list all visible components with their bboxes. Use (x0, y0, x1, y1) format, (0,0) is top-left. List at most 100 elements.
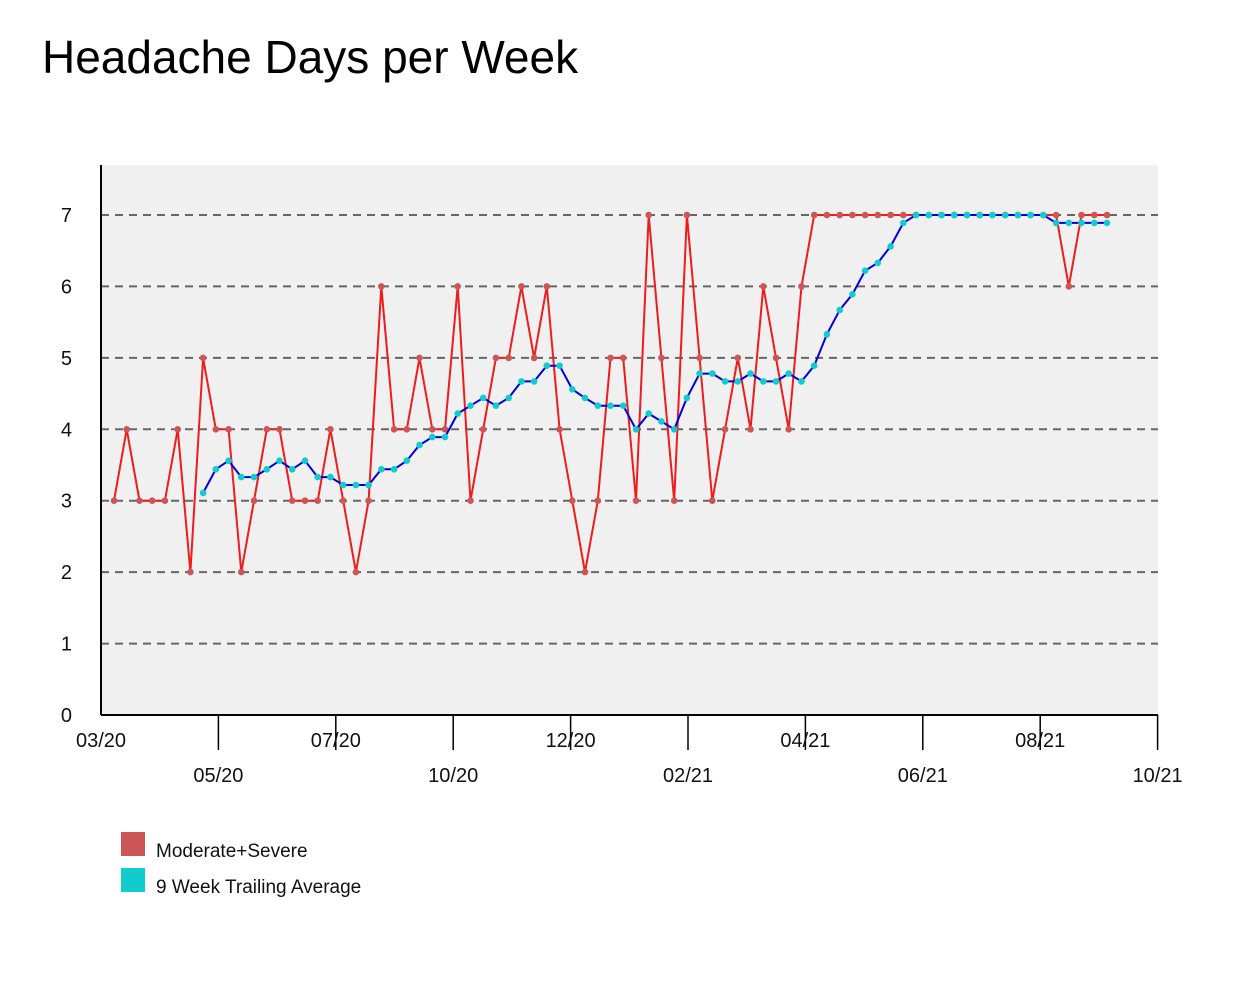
x-tick-label: 03/20 (76, 730, 126, 752)
data-point-trailing-average (263, 466, 271, 473)
data-point-moderate-severe (785, 426, 792, 433)
data-point-moderate-severe (1065, 283, 1073, 290)
legend-label-trailing-average: 9 Week Trailing Average (156, 877, 361, 898)
data-point-trailing-average (594, 402, 602, 410)
legend: Moderate+Severe 9 Week Trailing Average (121, 832, 361, 898)
data-point-moderate-severe (594, 497, 602, 505)
data-point-trailing-average (378, 466, 385, 473)
data-point-trailing-average (1040, 211, 1047, 219)
data-point-trailing-average (390, 466, 398, 473)
data-point-trailing-average (365, 481, 372, 489)
data-point-moderate-severe (390, 426, 398, 433)
data-point-trailing-average (339, 481, 347, 489)
y-tick-label: 4 (61, 419, 72, 441)
data-point-trailing-average (658, 418, 665, 425)
data-point-trailing-average (454, 410, 462, 417)
y-tick-label: 2 (61, 562, 72, 584)
data-point-moderate-severe (174, 426, 181, 433)
y-tick-label: 3 (61, 491, 72, 513)
data-point-moderate-severe (696, 354, 703, 362)
data-point-trailing-average (492, 402, 500, 410)
data-point-moderate-severe (505, 354, 512, 362)
legend-swatch-moderate-severe (121, 832, 145, 856)
data-point-trailing-average (989, 211, 996, 219)
data-point-trailing-average (301, 457, 309, 465)
data-point-trailing-average (823, 331, 831, 338)
data-point-trailing-average (760, 378, 767, 385)
data-point-moderate-severe (798, 283, 805, 290)
data-point-moderate-severe (530, 354, 538, 362)
data-point-trailing-average (403, 457, 411, 465)
data-point-trailing-average (1091, 219, 1098, 227)
data-point-moderate-severe (416, 354, 423, 362)
data-point-moderate-severe (607, 354, 614, 362)
data-point-moderate-severe (670, 497, 678, 505)
data-point-trailing-average (721, 378, 729, 385)
data-point-trailing-average (683, 394, 691, 402)
data-point-moderate-severe (339, 497, 347, 505)
data-point-trailing-average (429, 433, 436, 441)
data-point-moderate-severe (110, 497, 118, 505)
data-point-moderate-severe (683, 211, 691, 219)
y-tick-labels: 0 1 2 3 4 5 6 7 (61, 205, 72, 727)
x-tick-label: 02/21 (663, 765, 713, 787)
data-point-moderate-severe (327, 426, 334, 433)
data-point-moderate-severe (187, 568, 194, 576)
data-point-trailing-average (327, 473, 334, 481)
data-point-trailing-average (238, 473, 245, 481)
data-point-moderate-severe (365, 497, 372, 505)
data-point-trailing-average (747, 370, 754, 377)
data-point-moderate-severe (734, 354, 742, 362)
data-point-trailing-average (912, 211, 920, 219)
data-point-trailing-average (619, 402, 627, 410)
data-point-moderate-severe (429, 426, 436, 433)
data-point-moderate-severe (645, 211, 652, 219)
plot-background (101, 165, 1158, 715)
data-point-trailing-average (1103, 219, 1111, 227)
data-point-moderate-severe (760, 283, 767, 290)
data-point-trailing-average (569, 386, 576, 393)
legend-label-moderate-severe: Moderate+Severe (156, 841, 308, 862)
data-point-trailing-average (785, 370, 792, 377)
y-tick-label: 5 (61, 348, 72, 370)
x-tick-label: 10/21 (1133, 765, 1183, 787)
data-point-trailing-average (479, 394, 487, 402)
data-point-trailing-average (696, 370, 703, 377)
x-tick-label: 12/20 (546, 730, 596, 752)
data-point-moderate-severe (619, 354, 627, 362)
y-tick-label: 6 (61, 276, 72, 298)
data-point-moderate-severe (887, 211, 894, 219)
data-point-trailing-average (288, 466, 296, 473)
data-point-trailing-average (1052, 219, 1060, 227)
data-point-moderate-severe (352, 568, 360, 576)
data-point-trailing-average (212, 466, 220, 473)
data-point-moderate-severe (543, 283, 551, 290)
data-point-trailing-average (530, 378, 538, 385)
data-point-moderate-severe (518, 283, 525, 290)
data-point-moderate-severe (900, 211, 907, 219)
data-point-moderate-severe (861, 211, 869, 219)
data-point-moderate-severe (225, 426, 232, 433)
legend-swatch-trailing-average (121, 868, 145, 892)
data-point-moderate-severe (658, 354, 665, 362)
data-point-moderate-severe (1052, 211, 1060, 219)
data-point-trailing-average (836, 306, 843, 314)
data-point-moderate-severe (403, 426, 411, 433)
data-point-moderate-severe (632, 497, 640, 505)
data-point-trailing-average (1065, 219, 1073, 227)
data-point-trailing-average (352, 481, 360, 489)
data-point-trailing-average (963, 211, 971, 219)
x-tick-label: 08/21 (1015, 730, 1065, 752)
data-point-moderate-severe (263, 426, 271, 433)
data-point-trailing-average (709, 370, 716, 377)
data-point-trailing-average (938, 211, 945, 219)
data-point-trailing-average (861, 267, 869, 275)
data-point-moderate-severe (212, 426, 220, 433)
data-point-moderate-severe (467, 497, 474, 505)
data-point-moderate-severe (136, 497, 143, 505)
data-point-trailing-average (250, 473, 258, 481)
data-point-moderate-severe (161, 497, 169, 505)
data-point-trailing-average (734, 378, 742, 385)
data-point-trailing-average (900, 219, 907, 227)
